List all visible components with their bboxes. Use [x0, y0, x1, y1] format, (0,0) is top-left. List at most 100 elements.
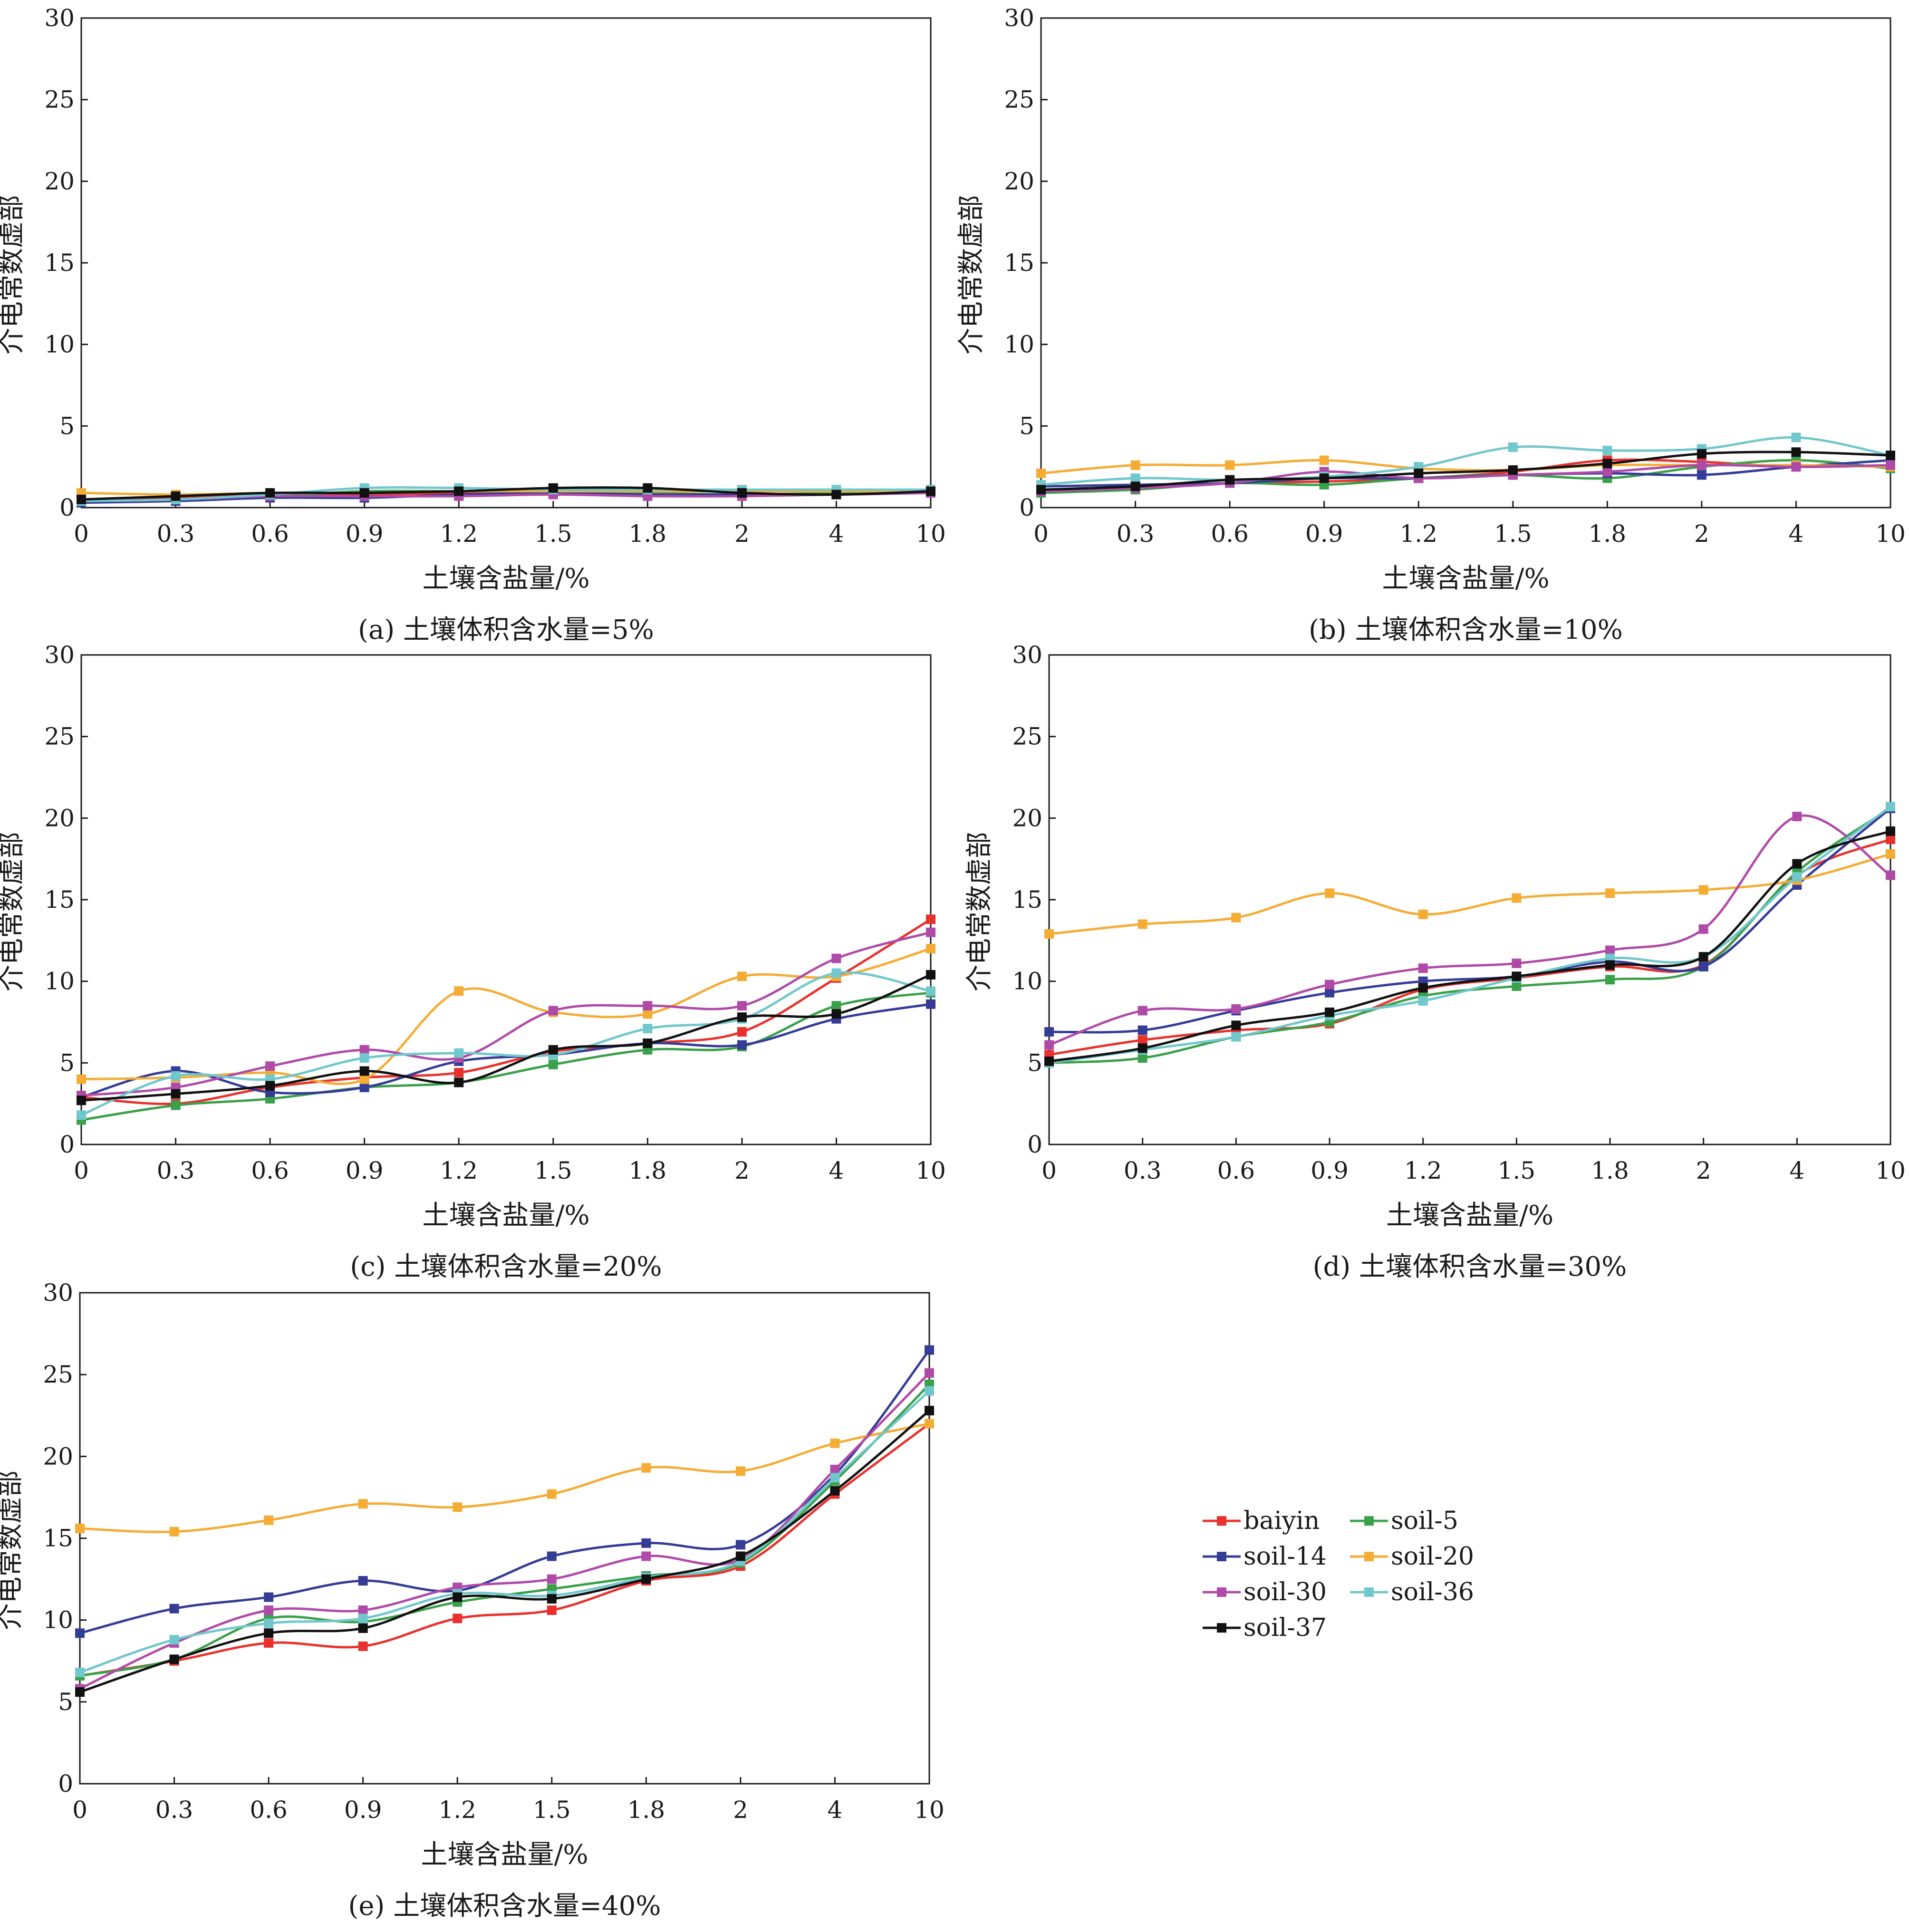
- series-soil-37: [1044, 826, 1895, 1066]
- data-point: [1698, 961, 1708, 971]
- y-tick-label: 15: [1004, 249, 1034, 277]
- data-point: [547, 1551, 557, 1561]
- data-point: [1605, 945, 1615, 955]
- data-point: [830, 1486, 840, 1496]
- data-point: [1418, 909, 1428, 919]
- data-point: [454, 986, 464, 996]
- data-point: [925, 1345, 934, 1355]
- data-point: [1325, 988, 1334, 998]
- panel-caption: (a) 土壤体积含水量=5%: [358, 615, 654, 645]
- x-axis-title: 土壤含盐量/%: [421, 1839, 588, 1870]
- panel-d: 0 5 10 15 20 25 30 0 0.3 0.6 0.9 1.2 1.5 1.8 2 4 10 土壤含盐量…: [964, 641, 1906, 1282]
- data-point: [1130, 481, 1140, 491]
- data-point: [1325, 888, 1334, 898]
- x-tick-label: 1.5: [1498, 1157, 1536, 1184]
- y-tick-label: 25: [1004, 86, 1034, 114]
- series-line: [79, 1423, 930, 1677]
- data-point: [264, 1638, 274, 1648]
- data-point: [265, 1081, 275, 1091]
- y-tick-label: 20: [1012, 804, 1042, 832]
- data-point: [358, 1605, 368, 1615]
- data-point: [359, 1082, 369, 1092]
- data-point: [1418, 996, 1428, 1006]
- y-axis-title: 介电常数虚部: [0, 1471, 26, 1630]
- data-point: [1231, 1004, 1241, 1014]
- y-tick-label: 5: [59, 1049, 75, 1077]
- data-point: [1044, 929, 1054, 939]
- y-tick-label: 5: [1019, 412, 1034, 440]
- y-tick-label: 30: [44, 641, 75, 669]
- data-point: [1512, 971, 1522, 981]
- series-line: [1041, 436, 1891, 486]
- data-point: [925, 1386, 934, 1396]
- x-tick-label: 1.5: [534, 1157, 572, 1184]
- data-point: [735, 1540, 745, 1550]
- data-point: [1791, 433, 1801, 442]
- series-soil-30: [1044, 811, 1895, 1050]
- data-point: [453, 1614, 463, 1624]
- series-line: [1049, 830, 1891, 1063]
- data-point: [1792, 811, 1802, 821]
- data-point: [1044, 1040, 1054, 1050]
- x-axis-title: 土壤含盐量/%: [1386, 1200, 1553, 1231]
- data-point: [1130, 473, 1140, 483]
- y-tick-label: 10: [43, 1606, 73, 1634]
- data-point: [264, 1605, 274, 1615]
- data-point: [171, 1089, 181, 1099]
- data-point: [454, 1077, 464, 1087]
- data-point: [925, 1419, 934, 1429]
- panel-e: 0 5 10 15 20 25 30 0 0.3 0.6 0.9 1.2 1.5 1.8 2 4 10 土壤含盐量…: [0, 1279, 945, 1922]
- legend-swatch-marker: [1217, 1623, 1226, 1633]
- data-point: [77, 1074, 86, 1084]
- y-tick-label: 10: [44, 968, 75, 995]
- legend-entry-soil-5: soil-5: [1350, 1507, 1458, 1535]
- data-point: [358, 1614, 368, 1624]
- series-line: [79, 1349, 930, 1634]
- x-tick-label: 1.8: [1591, 1157, 1629, 1184]
- plot-frame: [80, 654, 932, 1145]
- data-point: [1697, 449, 1707, 459]
- data-point: [548, 1045, 558, 1055]
- data-point: [171, 1071, 181, 1081]
- x-tick-label: 1.2: [1404, 1157, 1442, 1184]
- x-tick-label: 0.3: [1117, 520, 1155, 548]
- series-soil-37: [1036, 447, 1895, 495]
- data-point: [77, 494, 86, 504]
- legend-swatch-marker: [1217, 1552, 1226, 1561]
- data-point: [169, 1654, 179, 1664]
- data-point: [926, 986, 935, 996]
- x-tick-label: 1.8: [1589, 520, 1627, 548]
- data-point: [737, 1001, 747, 1011]
- data-point: [359, 1066, 369, 1076]
- data-point: [737, 1012, 747, 1022]
- data-point: [169, 1634, 179, 1644]
- legend-swatch-marker: [1364, 1516, 1374, 1526]
- data-point: [358, 1623, 368, 1633]
- series-soil-37: [75, 1405, 934, 1697]
- data-point: [643, 1038, 653, 1048]
- plot-frame: [79, 1292, 930, 1785]
- x-tick-label: 0.3: [157, 1157, 195, 1184]
- data-point: [1512, 958, 1522, 968]
- data-point: [453, 1502, 463, 1512]
- x-tick-label: 2: [1694, 520, 1709, 548]
- x-tick-label: 1.2: [1399, 520, 1437, 548]
- legend-entry-baiyin: baiyin: [1203, 1507, 1320, 1535]
- series-line: [81, 991, 931, 1121]
- series-line: [81, 971, 931, 1116]
- x-tick-label: 0.9: [1305, 520, 1343, 548]
- x-tick-label: 4: [829, 1157, 844, 1184]
- data-point: [1138, 1043, 1147, 1053]
- x-tick-label: 1.2: [440, 1157, 478, 1184]
- data-point: [926, 486, 935, 496]
- series-line: [79, 1384, 930, 1677]
- legend-label: soil-14: [1244, 1542, 1327, 1571]
- x-axis-title: 土壤含盐量/%: [422, 1200, 589, 1231]
- data-point: [1508, 465, 1518, 475]
- data-point: [1886, 834, 1895, 844]
- data-point: [264, 1628, 274, 1638]
- y-tick-label: 30: [44, 4, 75, 32]
- series-line: [1041, 463, 1891, 493]
- panel-caption: (b) 土壤体积含水量=10%: [1309, 615, 1623, 645]
- data-point: [1791, 462, 1801, 472]
